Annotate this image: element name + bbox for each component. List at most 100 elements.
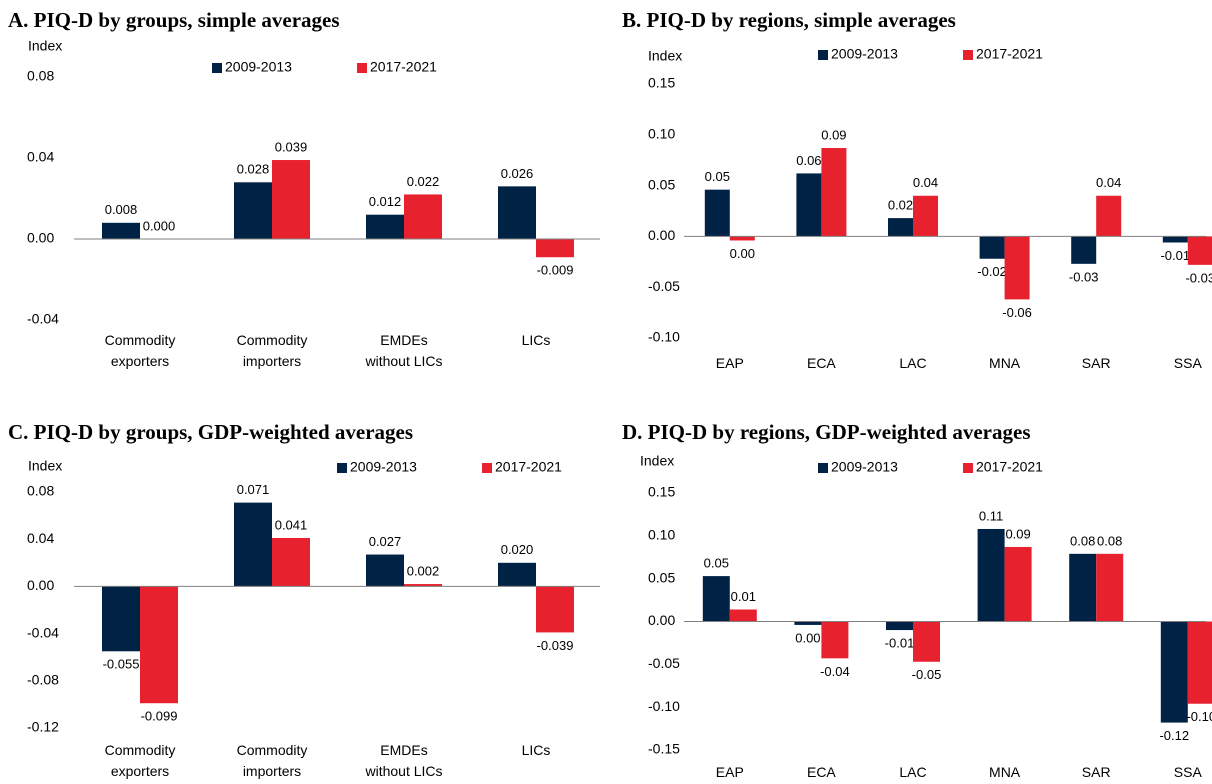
x-tick-label: SSA	[1173, 355, 1202, 371]
bar	[1096, 553, 1124, 622]
value-label: 0.06	[796, 153, 821, 168]
value-label: 0.041	[275, 517, 308, 532]
bar	[1162, 236, 1188, 243]
value-label: 0.05	[705, 169, 730, 184]
value-label: -0.01	[885, 636, 915, 651]
y-tick-label: 0.08	[27, 483, 54, 499]
bar	[704, 189, 730, 237]
x-tick-label: Commodity exporters	[104, 742, 176, 779]
bar	[702, 576, 730, 622]
value-label: -0.01	[1160, 248, 1190, 263]
legend-swatch	[818, 50, 828, 60]
legend-swatch	[482, 463, 492, 473]
axis-label: Index	[28, 38, 62, 54]
bar	[729, 609, 757, 622]
x-tick-label: EMDEs without LICs	[365, 332, 443, 369]
bar	[821, 621, 849, 659]
y-tick-label: 0.15	[648, 75, 675, 91]
value-label: -0.04	[820, 664, 850, 679]
y-tick-label: 0.05	[648, 569, 675, 585]
value-label: 0.02	[888, 198, 913, 213]
value-label: 0.012	[369, 194, 402, 209]
legend-label: 2009-2013	[350, 459, 417, 475]
legend-label: 2009-2013	[831, 459, 898, 475]
value-label: 0.09	[821, 127, 846, 142]
bar	[536, 586, 574, 633]
x-tick-label: Commodity importers	[236, 332, 308, 369]
legend-swatch	[212, 63, 222, 73]
value-label: -0.009	[537, 263, 574, 278]
y-tick-label: 0.00	[648, 612, 675, 628]
value-label: -0.05	[912, 667, 942, 682]
bar	[729, 236, 755, 241]
axis-label: Index	[648, 48, 682, 64]
x-tick-label: SSA	[1173, 764, 1202, 780]
bar	[1096, 195, 1122, 237]
y-tick-label: -0.15	[648, 741, 680, 757]
y-tick-label: 0.00	[648, 227, 675, 243]
bar	[913, 621, 940, 662]
bar	[234, 182, 272, 239]
y-tick-label: -0.05	[648, 655, 680, 671]
value-label: 0.08	[1097, 533, 1122, 548]
legend-swatch	[357, 63, 367, 73]
x-tick-label: LAC	[899, 764, 927, 780]
x-tick-label: LAC	[899, 355, 927, 371]
legend-label: 2017-2021	[495, 459, 562, 475]
x-tick-label: EMDEs without LICs	[365, 742, 443, 779]
y-tick-label: 0.05	[648, 176, 675, 192]
y-tick-label: -0.12	[27, 719, 59, 735]
value-label: 0.039	[275, 139, 308, 154]
value-label: 0.002	[407, 563, 440, 578]
value-label: -0.055	[103, 657, 140, 672]
value-label: 0.05	[704, 556, 729, 571]
legend-label: 2017-2021	[976, 46, 1043, 62]
y-tick-label: -0.04	[27, 624, 59, 640]
bar	[794, 621, 822, 625]
bar	[140, 586, 178, 704]
value-label: -0.12	[1159, 728, 1189, 743]
legend-label: 2009-2013	[225, 59, 292, 75]
value-label: -0.039	[537, 638, 574, 653]
bar	[498, 186, 536, 239]
y-tick-label: -0.08	[27, 672, 59, 688]
bar	[234, 502, 272, 587]
legend-swatch	[963, 463, 973, 473]
legend-label: 2017-2021	[370, 59, 437, 75]
bar	[1004, 236, 1030, 300]
legend-label: 2017-2021	[976, 459, 1043, 475]
bar	[1004, 546, 1032, 622]
axis-label: Index	[640, 453, 674, 469]
value-label: 0.026	[501, 166, 534, 181]
axis-label: Index	[28, 458, 62, 474]
chart-title: B. PIQ-D by regions, simple averages	[622, 8, 956, 32]
x-tick-label: LICs	[521, 332, 551, 348]
x-tick-label: SAR	[1081, 764, 1111, 780]
bar	[102, 222, 140, 239]
value-label: 0.000	[143, 218, 176, 233]
x-tick-label: LICs	[521, 742, 551, 758]
y-tick-label: 0.04	[27, 530, 54, 546]
chart-title: D. PIQ-D by regions, GDP-weighted averag…	[622, 420, 1031, 444]
y-tick-label: -0.05	[648, 278, 680, 294]
chart-title: C. PIQ-D by groups, GDP-weighted average…	[8, 420, 413, 444]
legend-label: 2009-2013	[831, 46, 898, 62]
bar	[272, 160, 310, 239]
value-label: 0.01	[731, 589, 756, 604]
chart-title: A. PIQ-D by groups, simple averages	[8, 8, 340, 32]
value-label: -0.10	[1186, 709, 1212, 724]
bar	[498, 562, 536, 587]
bar	[913, 195, 938, 237]
value-label: 0.071	[237, 482, 270, 497]
x-tick-label: SAR	[1081, 355, 1111, 371]
value-label: -0.06	[1002, 305, 1032, 320]
y-tick-label: 0.04	[27, 149, 54, 165]
bar	[404, 584, 442, 587]
bar	[272, 538, 310, 587]
x-tick-label: MNA	[989, 355, 1021, 371]
x-tick-label: Commodity exporters	[104, 332, 176, 369]
bar	[886, 621, 913, 631]
y-tick-label: 0.10	[648, 126, 675, 142]
x-tick-label: EAP	[715, 355, 744, 371]
